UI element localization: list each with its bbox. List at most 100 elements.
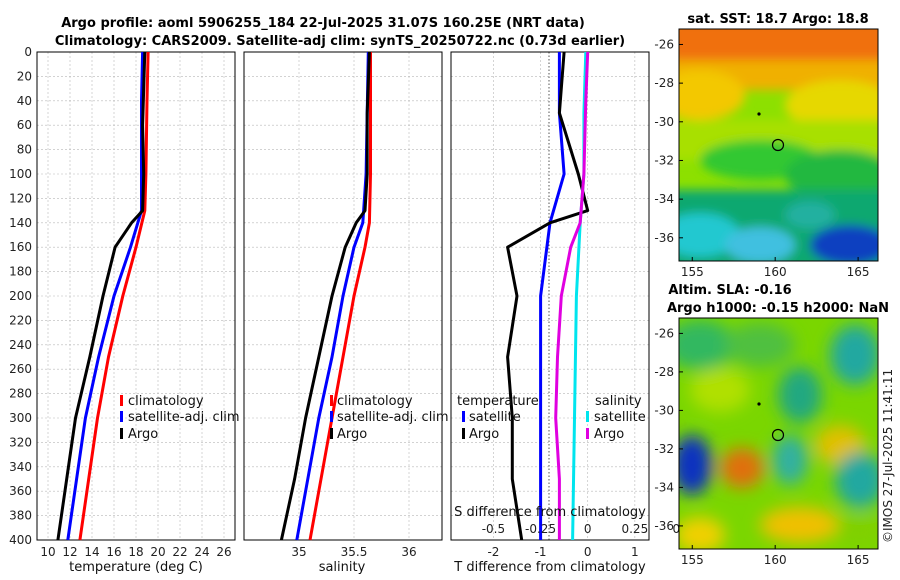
y-tick-label: 360 (9, 484, 32, 498)
top-tick-label: 0.25 (621, 522, 648, 536)
sla-map-title-line-2: Argo h1000: -0.15 h2000: NaN (667, 301, 889, 316)
sla-argo-track-dot (757, 402, 761, 406)
y-tick-label: 140 (9, 216, 32, 230)
legend-label-satellite: satellite-adj. clim (128, 410, 240, 425)
legend-heading-temperature: temperature (457, 394, 539, 409)
difference-legend-salinity: salinity satellite Argo (586, 394, 646, 442)
series-line-t-argo (506, 51, 590, 541)
x-tick-label: 20 (150, 545, 165, 559)
y-tick-label: 340 (9, 460, 32, 474)
map-y-tick-label: -34 (654, 192, 674, 206)
salinity-axes (243, 51, 443, 541)
top-tick-label: 0 (584, 522, 592, 536)
y-tick-label: 0 (24, 45, 32, 59)
legend-swatch-s-satellite (586, 411, 589, 422)
sst-map-frame (678, 28, 879, 262)
x-tick-label: 16 (106, 545, 121, 559)
y-tick-label: 100 (9, 167, 32, 181)
legend-label-argo: Argo (128, 427, 158, 442)
x-tick-label: 1 (631, 545, 639, 559)
top-tick-label: -0.25 (525, 522, 556, 536)
legend-swatch-t-satellite (462, 411, 465, 422)
series-line-argo (56, 51, 147, 541)
map-x-tick-label: 160 (764, 553, 787, 567)
map-y-tick-label: -32 (654, 153, 674, 167)
legend-label-t-satellite: satellite (469, 410, 521, 425)
temperature-grid (37, 51, 235, 541)
map-y-tick-label: -30 (654, 403, 674, 417)
map-y-tick-label: -30 (654, 115, 674, 129)
legend-swatch-argo (120, 428, 123, 439)
sst-field (679, 29, 878, 261)
y-tick-label: 20 (17, 69, 32, 83)
legend-label-argo: Argo (337, 427, 367, 442)
y-tick-label: 80 (17, 143, 32, 157)
y-tick-label: 380 (9, 509, 32, 523)
sla-argo-position-marker (771, 428, 785, 442)
map-y-tick-label: -28 (654, 76, 674, 90)
map-y-tick-label: -28 (654, 365, 674, 379)
y-tick-label: 160 (9, 240, 32, 254)
title-line-1: Argo profile: aoml 5906255_184 22-Jul-20… (61, 16, 585, 31)
map-x-tick-label: 155 (681, 265, 704, 279)
series-line-climatology (308, 52, 372, 541)
top-tick-label: -0.5 (482, 522, 505, 536)
x-tick-label: -2 (487, 545, 499, 559)
difference-grid (451, 51, 649, 541)
difference-axes (450, 51, 650, 541)
x-tick-label: -1 (535, 545, 547, 559)
temperature-legend: climatology satellite-adj. clim Argo (120, 394, 240, 442)
sla-map: Altim. SLA: -0.16 Argo h1000: -0.15 h200… (654, 283, 889, 567)
series-line-s-argo (554, 51, 590, 540)
map-x-tick-label: 160 (764, 265, 787, 279)
salinity-xlabel: salinity (319, 560, 366, 575)
x-tick-label: 12 (62, 545, 77, 559)
map-y-tick-label: -26 (654, 326, 674, 340)
sst-map-title: sat. SST: 18.7 Argo: 18.8 (687, 12, 868, 27)
x-tick-label: 35 (291, 545, 306, 559)
sst-map: sat. SST: 18.7 Argo: 18.8 155 160 165 -2 (654, 12, 879, 279)
x-tick-label: 36 (401, 545, 416, 559)
x-tick-label: 35.5 (341, 545, 368, 559)
salinity-panel: 35 35.5 36 salinity climatology satellite-… (243, 51, 449, 575)
y-tick-label: 180 (9, 265, 32, 279)
legend-swatch-satellite (330, 411, 333, 422)
legend-swatch-t-argo (462, 428, 465, 439)
legend-swatch-satellite (120, 411, 123, 422)
difference-legend-temperature: temperature satellite Argo (457, 394, 539, 442)
x-tick-label: 14 (84, 545, 99, 559)
legend-heading-salinity: salinity (595, 394, 642, 409)
y-tick-label: 60 (17, 118, 32, 132)
legend-label-climatology: climatology (337, 394, 413, 409)
x-tick-label: 18 (128, 545, 143, 559)
sla-field (679, 320, 878, 549)
temperature-xlabel: temperature (deg C) (69, 560, 203, 575)
x-tick-label: 10 (40, 545, 55, 559)
series-line-climatology (78, 51, 150, 541)
legend-swatch-argo (330, 428, 333, 439)
y-tick-label: 40 (17, 94, 32, 108)
y-tick-label: 240 (9, 338, 32, 352)
temperature-axes (36, 51, 236, 541)
x-tick-label: 0 (584, 545, 592, 559)
sst-argo-track-dot (757, 112, 761, 116)
map-y-tick-label: -32 (654, 442, 674, 456)
map-x-tick-label: 155 (681, 553, 704, 567)
y-tick-label: 200 (9, 289, 32, 303)
legend-label-t-argo: Argo (469, 427, 499, 442)
sst-argo-position-marker (771, 138, 785, 152)
sla-map-frame (678, 317, 879, 550)
title-line-2: Climatology: CARS2009. Satellite-adj cli… (55, 34, 625, 49)
legend-label-s-argo: Argo (594, 427, 624, 442)
difference-xlabel: T difference from climatology (453, 560, 646, 575)
sla-map-title-line-1: Altim. SLA: -0.16 (668, 283, 791, 298)
x-tick-label: 26 (216, 545, 231, 559)
y-tick-label: 280 (9, 387, 32, 401)
map-y-tick-label: -34 (654, 480, 674, 494)
legend-label-s-satellite: satellite (594, 410, 646, 425)
map-x-tick-label: 165 (847, 553, 870, 567)
map-y-tick-label: -26 (654, 37, 674, 51)
map-y-tick-label: -36 (654, 231, 674, 245)
legend-label-satellite: satellite-adj. clim (337, 410, 449, 425)
